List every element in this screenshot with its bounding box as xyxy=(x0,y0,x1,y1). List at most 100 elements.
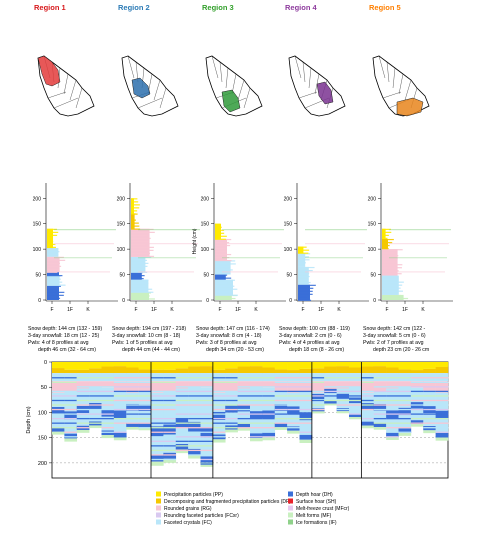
layer-stripe xyxy=(215,244,231,247)
layer-stripe xyxy=(131,271,148,273)
profile-layer xyxy=(410,424,424,427)
profile-layer xyxy=(52,431,65,435)
layer-stripe xyxy=(215,277,232,279)
legend-swatch xyxy=(156,519,161,525)
profile-stripe xyxy=(151,408,164,411)
profile-column xyxy=(200,362,214,467)
y-tick-label: 100 xyxy=(33,247,42,253)
profile-stripe xyxy=(101,395,115,397)
profile-stripe xyxy=(435,381,449,383)
layer-stripe xyxy=(215,232,225,234)
profile-stripe xyxy=(299,408,313,411)
layer-stripe xyxy=(131,198,138,200)
profile-layer xyxy=(163,362,177,370)
profile-stripe xyxy=(64,390,78,393)
profile-stripe xyxy=(113,422,127,424)
profile-column xyxy=(324,362,337,406)
profile-stripe xyxy=(64,377,78,379)
layer-stripe xyxy=(298,293,313,295)
profile-stripe xyxy=(188,431,201,433)
profile-layer xyxy=(287,392,300,407)
layer-stripe xyxy=(131,282,149,284)
profile-layer xyxy=(52,362,65,369)
profile-stripe xyxy=(175,422,189,424)
layer-stripe xyxy=(47,251,60,253)
y-tick-label: 0 xyxy=(38,298,41,304)
layer-stripe xyxy=(131,262,149,264)
region-stats: Snow depth: 147 cm (116 - 174)3-day snow… xyxy=(196,326,270,353)
profile-stripe xyxy=(373,390,387,393)
y-tick-label: 0 xyxy=(289,298,292,304)
profile-stripe xyxy=(237,413,251,415)
layer-stripe xyxy=(382,270,399,272)
legend-label: Surface hoar (SH) xyxy=(296,499,337,505)
profile-stripe xyxy=(336,377,350,379)
profile-stripe xyxy=(52,427,65,429)
profile-layer xyxy=(274,362,288,370)
profile-stripe xyxy=(423,399,436,402)
profile-stripe xyxy=(287,427,300,429)
y-tick-label: 0 xyxy=(44,360,47,366)
profile-layer xyxy=(212,439,226,443)
map-zone-line xyxy=(392,67,396,89)
profile-stripe xyxy=(64,422,78,424)
profile-stripe xyxy=(410,390,424,393)
profile-stripe xyxy=(163,431,177,433)
x-tick-label: K xyxy=(337,307,341,313)
profile-layer xyxy=(126,422,139,427)
map-zone-line xyxy=(153,79,161,101)
profile-stripe xyxy=(299,427,313,429)
profile-layer xyxy=(398,381,412,387)
profile-layer xyxy=(349,386,362,398)
profile-stripe xyxy=(151,458,164,461)
profile-stripe xyxy=(151,422,164,424)
profile-layer xyxy=(373,366,387,374)
profile-stripe xyxy=(163,445,177,447)
layer-stripe xyxy=(382,249,403,251)
layer-stripe xyxy=(47,284,66,286)
layer-stripe xyxy=(215,247,226,250)
map-zone-line xyxy=(237,79,245,101)
profile-stripe xyxy=(126,399,139,402)
layer-stripe xyxy=(47,285,61,287)
profile-stripe xyxy=(237,390,251,393)
profile-stripe xyxy=(163,436,177,438)
pwl-depth-text: depth 44 cm (44 - 44 cm) xyxy=(122,347,180,353)
profile-stripe xyxy=(138,377,152,379)
profile-stripe xyxy=(237,417,251,420)
profile-stripe xyxy=(262,408,276,411)
legend-label: Decomposing and fragmented precipitation… xyxy=(164,499,291,505)
profile-stripe xyxy=(188,395,201,397)
profile-panel: 0 50 100 150 200 F 1F K xyxy=(284,183,369,313)
profile-stripe xyxy=(435,377,449,379)
profile-stripe xyxy=(435,417,449,420)
x-tick-label: 1F xyxy=(235,307,241,313)
profile-stripe xyxy=(175,404,189,406)
profile-layer xyxy=(311,411,325,414)
x-tick-label: K xyxy=(86,307,90,313)
y-tick-label: 100 xyxy=(117,247,126,253)
profile-column xyxy=(89,362,102,429)
profile-stripe xyxy=(410,381,424,383)
profile-stripe xyxy=(212,399,226,402)
snowfall-text: 3-day snowfall: 18 cm (12 - 25) xyxy=(28,333,99,339)
profile-stripe xyxy=(52,399,65,402)
legend-swatch xyxy=(156,512,161,518)
profile-stripe xyxy=(200,390,214,393)
profile-layer xyxy=(200,462,214,467)
profile-stripe xyxy=(435,408,449,411)
profile-stripe xyxy=(287,377,300,379)
profile-stripe xyxy=(163,377,177,379)
profile-stripe xyxy=(76,413,90,415)
profile-column xyxy=(113,362,127,441)
profile-stripe xyxy=(435,422,449,424)
layer-stripe xyxy=(382,273,402,275)
profile-layer xyxy=(200,381,214,388)
profile-stripe xyxy=(274,386,288,388)
layer-stripe xyxy=(215,235,227,237)
profile-stripe xyxy=(138,399,152,402)
map-zone-line xyxy=(298,91,318,99)
profile-layer xyxy=(398,415,412,429)
layer-stripe xyxy=(131,201,139,203)
profile-layer xyxy=(113,381,127,391)
